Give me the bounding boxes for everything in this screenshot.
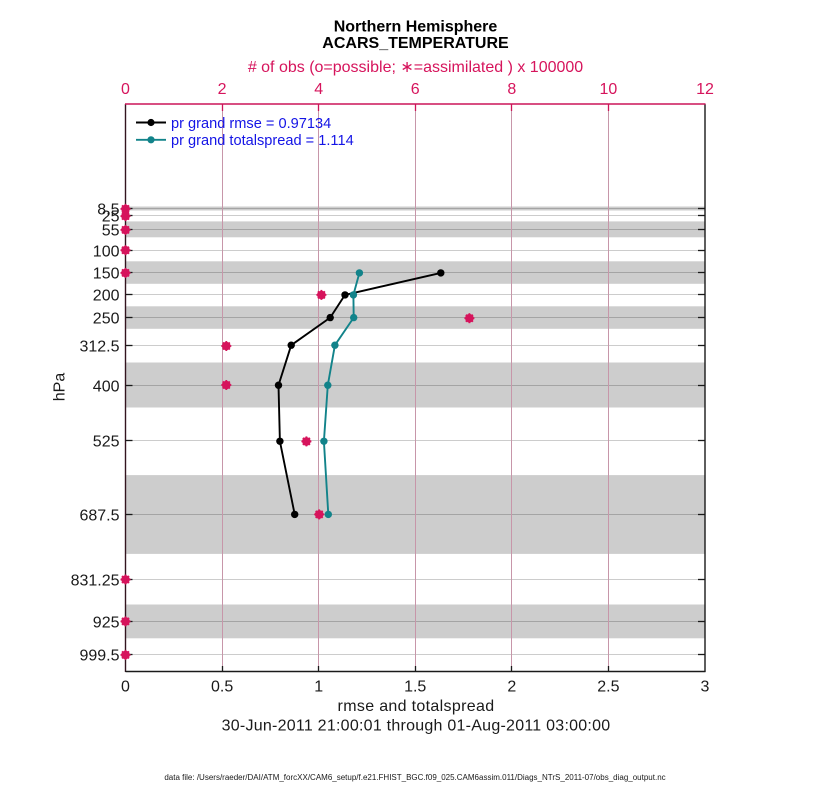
svg-text:0: 0 (121, 81, 130, 98)
svg-text:55: 55 (102, 222, 120, 239)
svg-text:400: 400 (93, 378, 120, 395)
svg-text:10: 10 (600, 81, 618, 98)
svg-text:Northern Hemisphere: Northern Hemisphere (334, 19, 498, 36)
svg-text:2: 2 (507, 679, 516, 696)
svg-text:831.25: 831.25 (71, 572, 120, 589)
svg-text:250: 250 (93, 310, 120, 327)
svg-text:4: 4 (314, 81, 323, 98)
svg-text:1: 1 (314, 679, 323, 696)
svg-text:# of obs (o=possible; ∗=assimi: # of obs (o=possible; ∗=assimilated ) x … (248, 59, 583, 76)
svg-text:ACARS_TEMPERATURE: ACARS_TEMPERATURE (322, 35, 509, 52)
svg-text:1.5: 1.5 (404, 679, 426, 696)
svg-text:999.5: 999.5 (79, 647, 119, 664)
svg-text:525: 525 (93, 433, 120, 450)
svg-text:0: 0 (121, 679, 130, 696)
svg-text:100: 100 (93, 243, 120, 260)
svg-text:data file: /Users/raeder/DAI/A: data file: /Users/raeder/DAI/ATM_forcXX/… (164, 773, 665, 782)
svg-text:rmse and totalspread: rmse and totalspread (338, 698, 495, 715)
svg-text:312.5: 312.5 (79, 338, 119, 355)
svg-text:2.5: 2.5 (597, 679, 619, 696)
svg-text:30-Jun-2011 21:00:01 through 0: 30-Jun-2011 21:00:01 through 01-Aug-2011… (222, 718, 611, 735)
svg-text:hPa: hPa (52, 373, 69, 402)
svg-text:3: 3 (701, 679, 710, 696)
svg-text:687.5: 687.5 (79, 507, 119, 524)
svg-text:8: 8 (507, 81, 516, 98)
svg-text:pr grand totalspread = 1.114: pr grand totalspread = 1.114 (171, 133, 354, 149)
svg-text:6: 6 (411, 81, 420, 98)
svg-text:200: 200 (93, 287, 120, 304)
svg-text:pr grand rmse = 0.97134: pr grand rmse = 0.97134 (171, 116, 331, 132)
svg-text:2: 2 (218, 81, 227, 98)
svg-text:150: 150 (93, 265, 120, 282)
svg-text:925: 925 (93, 614, 120, 631)
svg-text:12: 12 (696, 81, 714, 98)
svg-text:0.5: 0.5 (211, 679, 233, 696)
svg-text:25: 25 (102, 208, 120, 225)
svg-text:8.5: 8.5 (97, 201, 119, 218)
